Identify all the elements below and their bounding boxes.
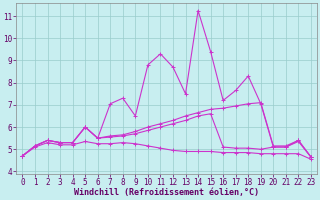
X-axis label: Windchill (Refroidissement éolien,°C): Windchill (Refroidissement éolien,°C) bbox=[74, 188, 259, 197]
